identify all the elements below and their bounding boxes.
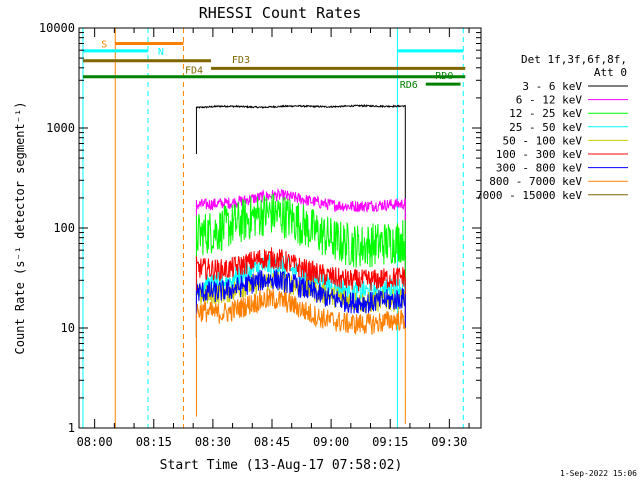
mode-bar-label-FD3: FD3: [232, 55, 250, 66]
x-tick-label-3: 08:45: [254, 435, 290, 449]
footer-date: 1-Sep-2022 15:06: [560, 469, 637, 478]
x-tick-label-2: 08:30: [195, 435, 231, 449]
mode-bar-label-FD4: FD4: [185, 65, 203, 76]
mode-bar-label-RD0: RD0: [435, 71, 453, 82]
x-tick-label-0: 08:00: [77, 435, 113, 449]
legend-entry-8: 7000 - 15000 keV: [476, 189, 582, 202]
axes-layer: 1 10 100 1000 10000 08:00 08:15 08:30 08:45 09:00…: [39, 21, 481, 449]
x-tick-label-5: 09:15: [372, 435, 408, 449]
legend-entry-1: 6 - 12 keV: [516, 94, 583, 107]
y-tick-label-3: 1000: [46, 121, 75, 135]
mode-bar-label-RD6: RD6: [400, 80, 418, 91]
y-tick-label-4: 10000: [39, 21, 75, 35]
y-axis-label: Count Rate (s⁻¹ detector segment⁻¹): [13, 102, 27, 355]
series-line-1: [195, 187, 406, 338]
series-line-0: [195, 103, 406, 324]
x-axis-label: Start Time (13-Aug-17 07:58:02): [160, 458, 403, 473]
legend-entry-4: 50 - 100 keV: [503, 134, 583, 147]
y-tick-label-0: 1: [68, 421, 75, 435]
legend-entry-2: 12 - 25 keV: [509, 107, 582, 120]
legend-header-1: Att 0: [594, 66, 627, 79]
mode-bar-label-S: S: [101, 39, 107, 50]
x-tick-label-4: 09:00: [313, 435, 349, 449]
x-tick-label-1: 08:15: [136, 435, 172, 449]
x-tick-label-6: 09:30: [431, 435, 467, 449]
series-line-5: [195, 247, 406, 338]
legend-entry-0: 3 - 6 keV: [522, 80, 582, 93]
series-line-2: [195, 193, 406, 338]
legend-header-0: Det 1f,3f,6f,8f,: [521, 53, 627, 66]
y-tick-label-2: 100: [53, 221, 75, 235]
legend-entry-5: 100 - 300 keV: [496, 148, 582, 161]
legend-entry-3: 25 - 50 keV: [509, 121, 582, 134]
chart-title: RHESSI Count Rates: [199, 4, 362, 22]
y-tick-label-1: 10: [61, 321, 75, 335]
plot-layer: S N FD3 FD4 RD0 RD6: [82, 28, 466, 428]
series-line-7: [195, 288, 406, 424]
legend-entry-7: 800 - 7000 keV: [489, 175, 582, 188]
legend-entry-6: 300 - 800 keV: [496, 162, 582, 175]
series-line-6: [195, 269, 406, 338]
mode-bar-label-N: N: [158, 47, 164, 58]
plot-frame: [78, 27, 482, 429]
